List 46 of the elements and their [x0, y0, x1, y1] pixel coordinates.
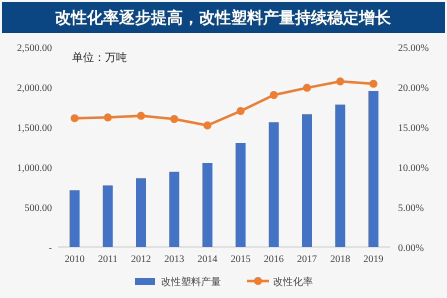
y-tick-label: - [48, 243, 52, 254]
point [270, 91, 278, 99]
y-tick-label: 2,000.00 [17, 83, 52, 94]
y2-tick-label: 10.00% [398, 163, 429, 174]
chart-title: 改性化率逐步提高，改性塑料产量持续稳定增长 [55, 8, 392, 27]
annotation: 单位：万吨 [72, 51, 127, 64]
bar [335, 104, 346, 247]
x-tick-label: 2010 [64, 254, 85, 265]
point [236, 107, 245, 115]
point [203, 121, 212, 130]
y2-tick-label: 25.00% [398, 43, 429, 54]
x-tick-label: 2011 [98, 254, 118, 265]
point [369, 80, 378, 88]
x-tick-label: 2012 [131, 254, 151, 265]
bar [368, 91, 378, 247]
bar [136, 178, 146, 247]
x-tick-label: 2018 [330, 254, 350, 265]
bar [202, 163, 212, 247]
bar [268, 122, 279, 247]
bar [169, 172, 180, 247]
x-tick-label: 2014 [197, 254, 218, 265]
y-tick-label: 1,000.00 [17, 163, 52, 174]
y-tick-label: 2,500.00 [17, 43, 52, 54]
x-tick-label: 2019 [363, 254, 384, 265]
x-tick-label: 2016 [264, 254, 284, 265]
bar [102, 185, 113, 247]
point [137, 112, 145, 120]
y-tick-label: 500.00 [24, 203, 52, 214]
point [70, 114, 79, 122]
point [303, 84, 311, 92]
bar [70, 190, 80, 247]
point [170, 115, 178, 123]
point [104, 113, 112, 122]
bar [302, 114, 312, 247]
x-tick-label: 2017 [297, 254, 317, 265]
y2-tick-label: 5.00% [398, 203, 424, 214]
x-tick-label: 2015 [230, 254, 251, 265]
legend-label: 改性化率 [273, 276, 313, 288]
legend-label: 改性塑料产量 [161, 276, 221, 288]
y2-tick-label: 20.00% [398, 83, 429, 94]
y-tick-label: 1,500.00 [17, 123, 52, 134]
point [336, 77, 344, 86]
y2-tick-label: 15.00% [398, 123, 429, 134]
y2-tick-label: 0.00% [398, 243, 424, 254]
bar [236, 143, 246, 247]
x-tick-label: 2013 [164, 254, 184, 265]
